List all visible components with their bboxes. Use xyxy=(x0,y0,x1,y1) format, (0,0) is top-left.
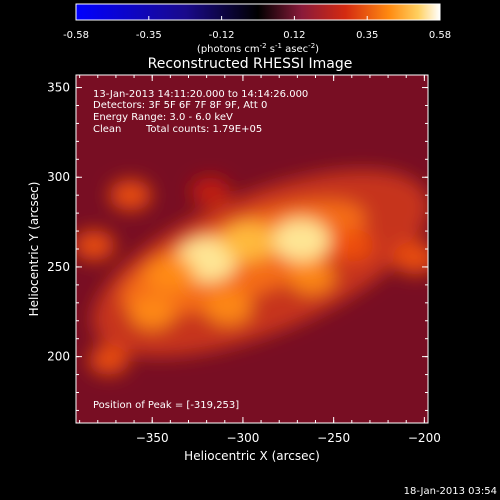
colorbar: -0.58 -0.35 -0.12 0.12 0.35 0.58 (photons cm-… xyxy=(63,3,451,55)
x-tick-label: −350 xyxy=(136,431,169,445)
footer-date: 18-Jan-2013 03:54 xyxy=(404,486,497,497)
x-axis-ticks: −350 −300 −250 −200 xyxy=(79,75,441,445)
annotation-detectors: Detectors: 3F 5F 6F 7F 8F 9F, Att 0 xyxy=(93,100,267,111)
heatmap-source xyxy=(129,296,176,331)
heatmap-source xyxy=(272,218,330,262)
heatmap-source xyxy=(190,177,230,206)
annotation-energy-range: Energy Range: 3.0 - 6.0 keV xyxy=(93,112,233,123)
heatmap-source xyxy=(221,221,276,262)
heatmap-source xyxy=(288,260,336,296)
colorbar-gradient xyxy=(75,3,441,21)
x-tick-label: −200 xyxy=(408,431,441,445)
heatmap-source xyxy=(329,228,375,263)
annotation-time-range: 13-Jan-2013 14:11:20.000 to 14:14:26.000 xyxy=(93,89,308,100)
colorbar-tick-label: 0.12 xyxy=(283,30,305,41)
colorbar-tick-label: -0.35 xyxy=(136,30,162,41)
heatmap-source xyxy=(144,255,196,293)
x-axis-label: Heliocentric X (arcsec) xyxy=(184,449,320,463)
colorbar-tick-label: 0.58 xyxy=(429,30,451,41)
y-tick-label: 350 xyxy=(47,81,70,95)
y-axis-label: Heliocentric Y (arcsec) xyxy=(27,182,41,317)
y-tick-label: 250 xyxy=(47,260,70,274)
heatmap-sources xyxy=(76,169,428,376)
y-tick-label: 200 xyxy=(47,350,70,364)
annotations: 13-Jan-2013 14:11:20.000 to 14:14:26.000… xyxy=(93,89,308,411)
heatmap-source xyxy=(76,230,115,261)
annotation-peak-position: Position of Peak = [-319,253] xyxy=(93,400,239,411)
heatmap-source xyxy=(88,345,129,376)
x-tick-label: −250 xyxy=(317,431,350,445)
colorbar-tick-label: -0.58 xyxy=(63,30,89,41)
heatmap xyxy=(76,75,428,423)
y-axis-ticks: 200 250 300 350 xyxy=(47,81,428,411)
colorbar-tick-label: 0.35 xyxy=(356,30,378,41)
colorbar-unit-label: (photons cm-2 s-1 asec-2) xyxy=(197,42,319,55)
x-tick-label: −300 xyxy=(226,431,259,445)
chart-title: Reconstructed RHESSI Image xyxy=(148,56,353,72)
annotation-total-counts: Total counts: 1.79E+05 xyxy=(145,124,262,135)
y-tick-label: 300 xyxy=(47,170,70,184)
colorbar-ticks: -0.58 -0.35 -0.12 0.12 0.35 0.58 xyxy=(63,16,451,41)
heatmap-source xyxy=(204,290,253,327)
colorbar-tick-label: -0.12 xyxy=(209,30,235,41)
annotation-clean: Clean xyxy=(93,124,121,135)
heatmap-source xyxy=(392,241,428,275)
heatmap-source xyxy=(109,179,152,211)
